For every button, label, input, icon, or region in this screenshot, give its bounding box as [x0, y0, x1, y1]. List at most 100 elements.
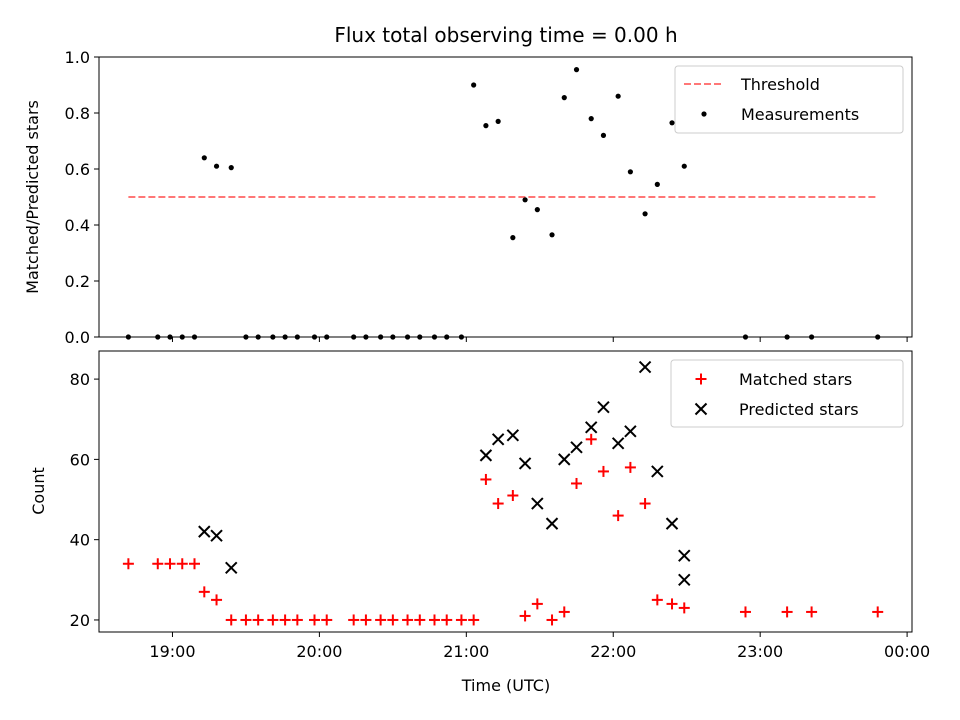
matched-star-point: [279, 614, 291, 626]
predicted-star-point: [665, 517, 679, 530]
measurement-point: [495, 118, 501, 124]
measurement-point: [522, 197, 528, 203]
matched-star-point: [507, 490, 519, 502]
bottom-x-tick-label: 23:00: [737, 642, 783, 661]
predicted-star-point: [518, 457, 532, 470]
matched-star-point: [666, 598, 678, 610]
matched-star-point: [402, 614, 414, 626]
bottom-legend: Matched stars Predicted stars: [670, 359, 904, 428]
top-y-tick-label: 1.0: [65, 48, 90, 67]
predicted-star-point: [651, 465, 664, 478]
predicted-star-point: [198, 525, 211, 538]
measurement-point: [561, 95, 567, 101]
top-y-tick-label: 0.2: [65, 272, 90, 291]
bottom-y-tick-label: 40: [70, 531, 90, 550]
matched-star-point: [240, 614, 252, 626]
measurement-point: [471, 82, 477, 88]
predicted-star-point: [558, 453, 571, 466]
top-y-tick-label: 0.6: [65, 160, 90, 179]
measurement-point: [573, 67, 580, 73]
matched-star-point: [781, 606, 793, 618]
bottom-axes-frame: [98, 350, 913, 633]
predicted-star-point: [624, 425, 637, 438]
legend-matched-label: Matched stars: [739, 370, 852, 389]
measurement-point: [549, 232, 555, 238]
bottom-y-tick-label: 80: [70, 370, 90, 389]
predicted-star-point: [545, 517, 559, 530]
legend-threshold-label: Threshold: [740, 75, 820, 94]
predicted-star-point: [570, 441, 583, 454]
matched-star-point: [455, 614, 467, 626]
predicted-star-point: [611, 437, 625, 450]
matched-star-point: [428, 614, 440, 626]
measurement-point: [483, 123, 489, 129]
matched-star-point: [225, 614, 237, 626]
matched-star-point: [571, 477, 583, 489]
legend-matched-swatch: [695, 373, 707, 385]
matched-star-point: [546, 614, 558, 626]
predicted-star-point: [491, 433, 505, 446]
top-y-tick-label: 0.4: [65, 216, 90, 235]
matched-star-point: [211, 594, 223, 606]
matched-star-point: [348, 614, 360, 626]
matched-star-point: [164, 558, 176, 570]
matched-star-point: [387, 614, 399, 626]
matched-star-point: [531, 598, 543, 610]
measurement-point: [228, 165, 234, 171]
measurement-point: [510, 235, 516, 241]
bottom-x-tick-label: 21:00: [443, 642, 489, 661]
matched-star-point: [152, 558, 164, 570]
matched-star-point: [519, 610, 531, 622]
predicted-star-point: [225, 561, 238, 574]
bottom-x-tick-label: 22:00: [590, 642, 636, 661]
predicted-star-point: [506, 429, 520, 442]
x-axis-title: Time (UTC): [461, 676, 550, 695]
measurement-point: [534, 207, 540, 213]
predicted-star-point: [597, 400, 610, 414]
predicted-star-point: [638, 360, 652, 374]
measurement-point: [600, 132, 607, 138]
predicted-star-point: [678, 549, 691, 562]
matched-star-point: [624, 461, 636, 473]
top-legend-frame: [674, 65, 904, 134]
top-panel: 0.0 0.2 0.4 0.6 0.8 1.0 Threshold Measurements: [65, 48, 913, 347]
measurement-point: [681, 163, 687, 169]
bottom-y-tick-label: 20: [70, 611, 90, 630]
matched-star-point: [414, 614, 426, 626]
matched-star-point: [872, 606, 884, 618]
measurement-point: [627, 169, 633, 175]
matched-star-point: [122, 558, 134, 570]
predicted-star-point: [585, 421, 598, 434]
matched-star-point: [480, 473, 492, 485]
top-legend: Threshold Measurements: [674, 65, 904, 134]
top-y-axis-title: Matched/Predicted stars: [23, 100, 42, 294]
matched-star-point: [739, 606, 751, 618]
matched-star-point: [806, 606, 818, 618]
legend-measurements-label: Measurements: [741, 105, 859, 124]
matched-star-point: [612, 510, 624, 522]
top-y-tick-label: 0.0: [65, 328, 90, 347]
legend-measurements-swatch: [701, 111, 707, 117]
predicted-star-point: [531, 497, 544, 510]
legend-predicted-swatch: [694, 402, 708, 416]
bottom-legend-frame: [670, 359, 904, 428]
matched-star-point: [360, 614, 372, 626]
matched-star-point: [492, 498, 504, 510]
bottom-x-tick-label: 19:00: [149, 642, 195, 661]
bottom-x-tick-label: 20:00: [296, 642, 342, 661]
bottom-x-tick-label: 00:00: [884, 642, 930, 661]
bottom-y-tick-label: 60: [70, 450, 90, 469]
matched-star-point: [651, 594, 663, 606]
matched-star-point: [585, 433, 597, 445]
matched-star-point: [267, 614, 279, 626]
matched-star-point: [441, 614, 453, 626]
matched-star-point: [375, 614, 387, 626]
matched-star-point: [321, 614, 333, 626]
matched-star-point: [308, 614, 320, 626]
matched-star-point: [468, 614, 480, 626]
matched-star-point: [558, 606, 570, 618]
predicted-star-point: [479, 449, 493, 462]
measurement-point: [669, 120, 675, 126]
top-axes-frame: [98, 56, 913, 338]
